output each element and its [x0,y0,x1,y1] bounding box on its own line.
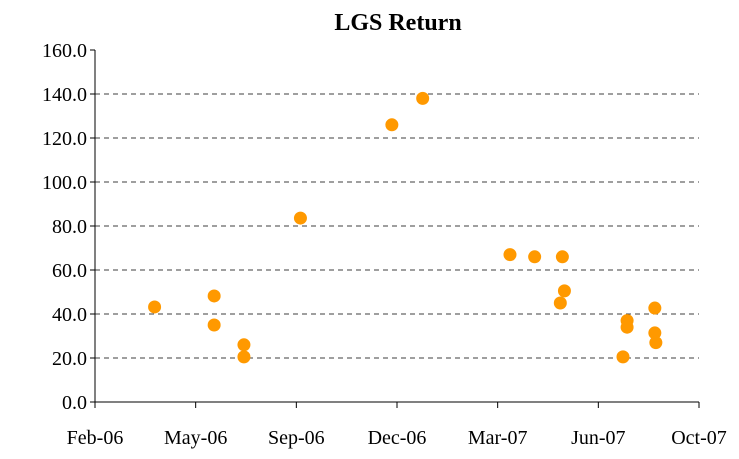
x-tick-label: Jun-07 [571,427,625,449]
point [648,301,662,315]
y-tick-label: 160.0 [42,40,87,62]
point [648,326,662,340]
point [503,248,517,262]
x-tick-label: Mar-07 [468,427,528,449]
point [553,296,567,310]
y-tick-label: 120.0 [42,128,87,150]
y-tick-label: 100.0 [42,172,87,194]
point [555,250,569,264]
point [528,250,542,264]
point [649,336,663,350]
point [148,300,162,314]
y-tick-label: 140.0 [42,84,87,106]
point [237,350,251,364]
point [237,338,251,352]
point [207,289,221,303]
x-tick-label: Oct-07 [671,427,727,449]
y-tick-label: 20.0 [52,348,87,370]
x-tick-label: Sep-06 [268,427,325,449]
y-tick-label: 60.0 [52,260,87,282]
point [416,91,430,105]
point [557,284,571,298]
point [385,118,399,132]
point [616,350,630,364]
chart-title: LGS Return [334,10,461,36]
y-tick-label: 0.0 [62,392,87,414]
x-tick-label: Dec-06 [368,427,427,449]
point [620,320,634,334]
x-tick-label: May-06 [164,427,227,449]
point [293,211,307,225]
y-tick-label: 40.0 [52,304,87,326]
point [207,318,221,332]
x-tick-label: Feb-06 [67,427,124,449]
y-tick-label: 80.0 [52,216,87,238]
